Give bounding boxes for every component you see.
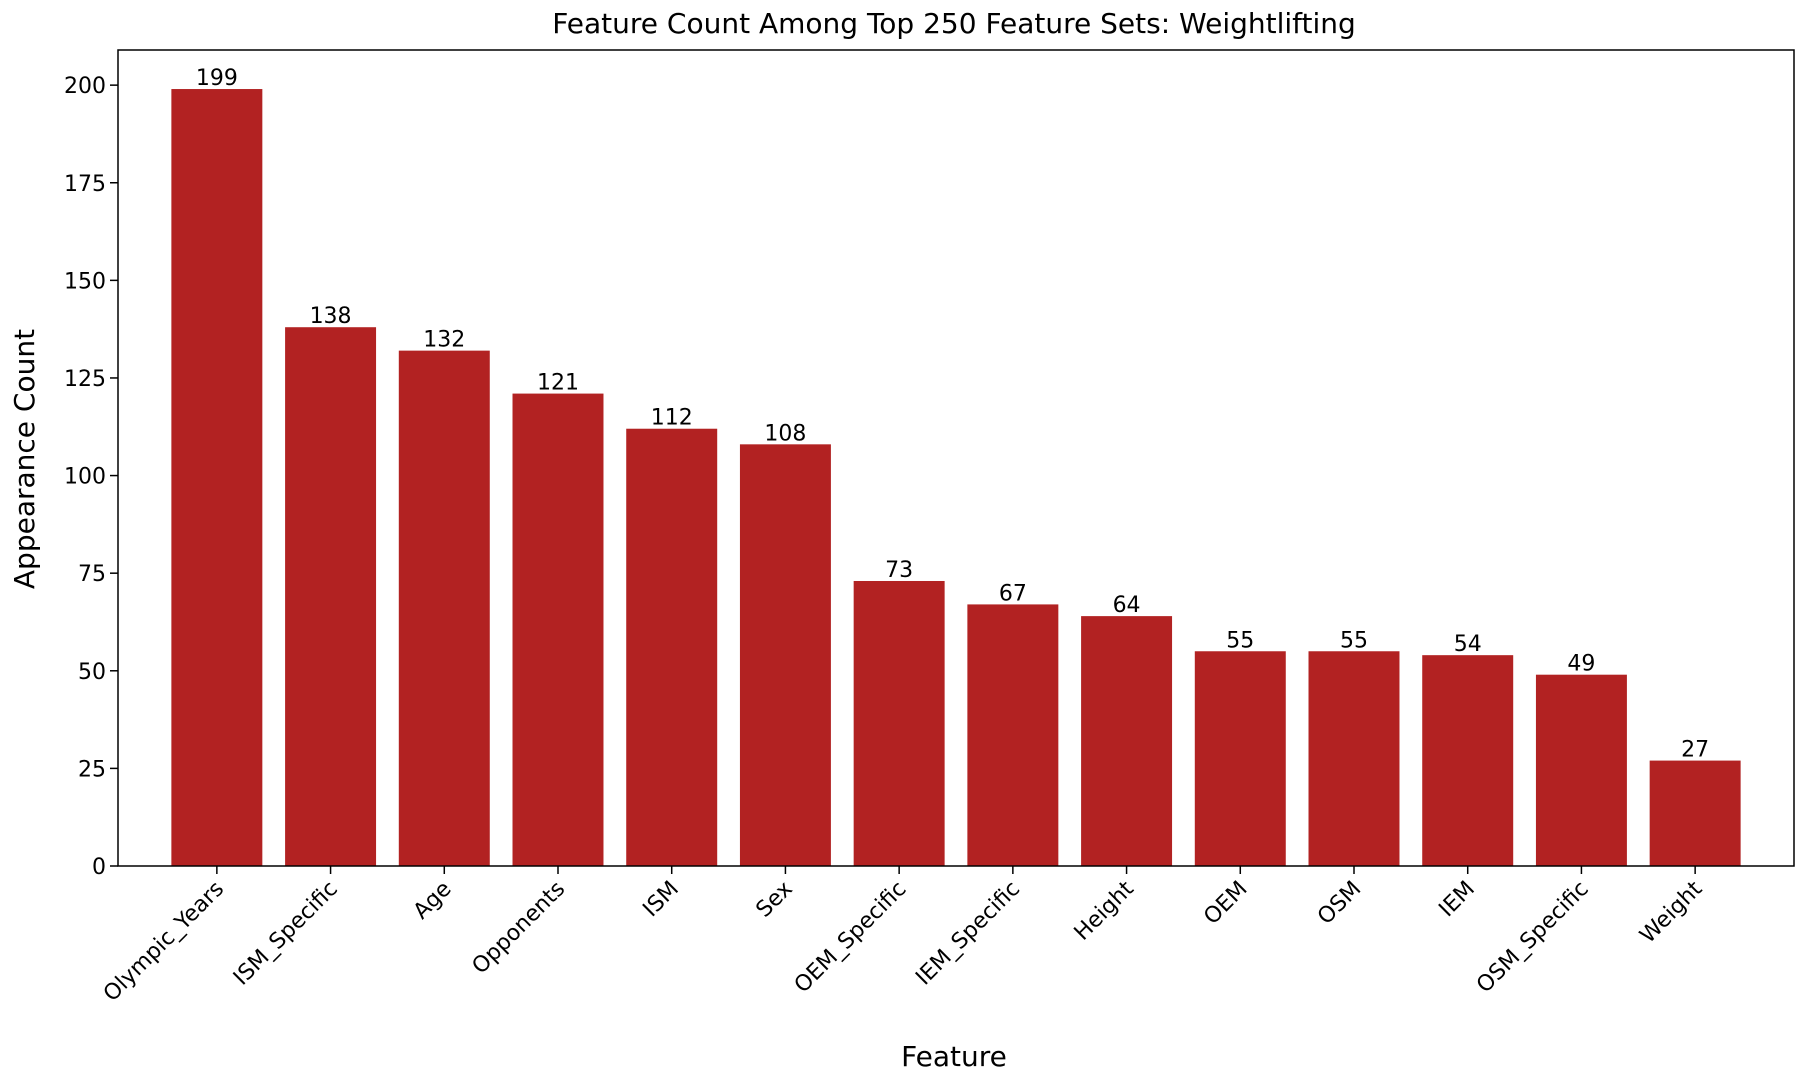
- x-tick-label: ISM_Specific: [229, 877, 343, 991]
- bar: [1422, 655, 1514, 866]
- y-tick-label: 200: [64, 74, 106, 99]
- bar-value-label: 64: [1113, 593, 1141, 618]
- bar: [512, 393, 604, 866]
- bar-value-label: 138: [310, 304, 352, 329]
- bar-value-label: 199: [196, 66, 238, 91]
- x-axis-label: Feature: [901, 1040, 1007, 1073]
- y-tick-label: 0: [92, 855, 106, 880]
- bar-value-label: 49: [1567, 652, 1595, 677]
- y-tick-label: 50: [78, 660, 106, 685]
- x-tick-label: OSM: [1313, 877, 1366, 930]
- bar: [967, 604, 1059, 866]
- x-tick-label: Weight: [1636, 876, 1708, 948]
- y-tick-label: 100: [64, 465, 106, 490]
- bar: [1535, 674, 1627, 866]
- bar: [626, 428, 718, 866]
- y-axis-label: Appearance Count: [8, 329, 41, 589]
- bar: [1081, 616, 1173, 866]
- x-tick-label: Olympic_Years: [99, 877, 229, 1007]
- plot-area: 199 Olympic_Years 138 ISM_Specific 132 Age 121…: [64, 49, 1795, 1007]
- x-tick-label: OEM: [1199, 877, 1252, 930]
- bar: [1649, 760, 1741, 866]
- bar-value-label: 73: [885, 558, 913, 583]
- y-tick-label: 175: [64, 172, 106, 197]
- bar: [285, 327, 377, 867]
- bar-value-label: 112: [651, 406, 693, 431]
- x-tick-label: Opponents: [468, 877, 571, 980]
- bar: [1308, 651, 1400, 866]
- bar: [853, 580, 945, 866]
- y-tick-label: 75: [78, 562, 106, 587]
- bar-value-label: 121: [537, 371, 579, 396]
- bar-value-label: 67: [999, 581, 1027, 606]
- x-tick-label: OSM_Specific: [1472, 877, 1594, 999]
- x-tick-label: Sex: [752, 877, 798, 923]
- bar-value-label: 54: [1454, 632, 1482, 657]
- x-tick-label: OEM_Specific: [790, 877, 912, 999]
- bar-value-label: 132: [423, 328, 465, 353]
- y-tick-label: 125: [64, 367, 106, 392]
- bar: [739, 444, 831, 866]
- y-tick-label: 25: [78, 757, 106, 782]
- x-tick-label: IEM_Specific: [911, 877, 1025, 991]
- chart-title: Feature Count Among Top 250 Feature Sets…: [552, 7, 1356, 40]
- plot-frame: [117, 49, 1795, 867]
- bar-value-label: 108: [764, 421, 806, 446]
- bar-value-label: 55: [1340, 628, 1368, 653]
- bar-value-label: 27: [1681, 738, 1709, 763]
- bar: [398, 350, 490, 866]
- x-tick-label: Height: [1070, 876, 1139, 945]
- bar: [171, 89, 263, 867]
- x-tick-label: ISM: [638, 877, 684, 923]
- bar: [1194, 651, 1286, 866]
- x-tick-label: IEM: [1434, 877, 1480, 923]
- bar-value-label: 55: [1226, 628, 1254, 653]
- x-tick-label: Age: [409, 877, 457, 925]
- y-tick-label: 150: [64, 269, 106, 294]
